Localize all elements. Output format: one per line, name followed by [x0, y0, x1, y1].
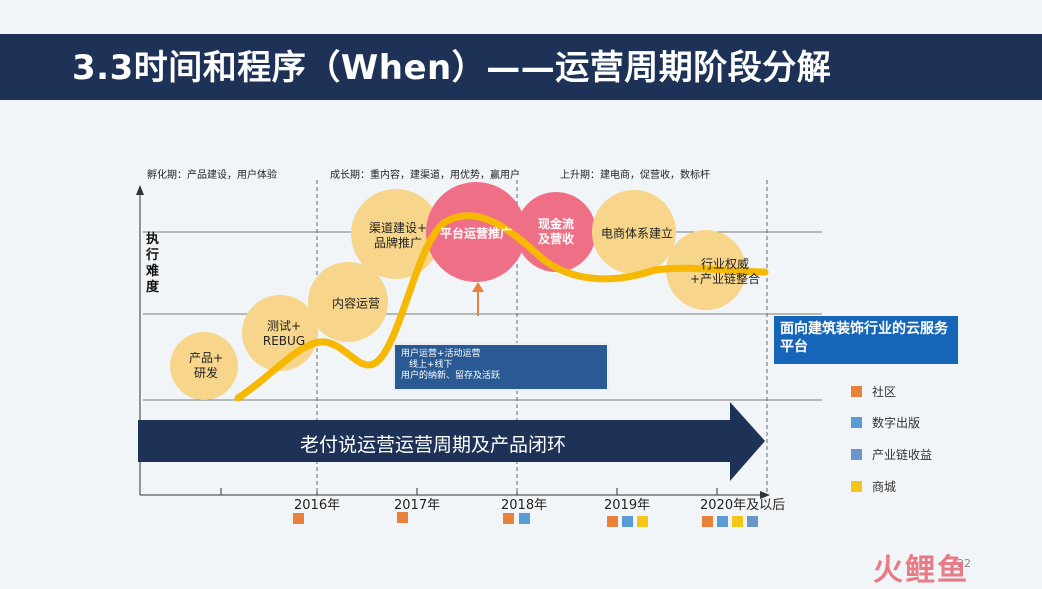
page-number: 22	[957, 557, 971, 570]
bubble-content-ops-label: 内容运营	[331, 296, 381, 311]
marker-2019-publishing	[622, 516, 633, 527]
page-title: 3.3时间和程序（When）——运营周期阶段分解	[72, 48, 832, 88]
bubble-platform-promo-label: 平台运营推广	[439, 226, 513, 241]
legend-swatch	[851, 449, 862, 460]
cycle-banner-text: 老付说运营运营周期及产品闭环	[300, 434, 567, 456]
marker-2020-community	[702, 516, 713, 527]
bubble-content-ops	[308, 262, 388, 342]
legend-swatch	[851, 386, 862, 397]
marker-2018-community	[503, 513, 514, 524]
year-2020-onward: 2020年及以后	[700, 498, 786, 513]
y-axis-arrow	[136, 185, 144, 195]
bubble-ecommerce	[592, 190, 676, 274]
marker-2018-publishing	[519, 513, 530, 524]
marker-2016-community	[293, 513, 304, 524]
bubble-cashflow-label: 现金流 及营收	[537, 217, 575, 246]
growth-curve	[234, 212, 769, 402]
legend-swatch	[851, 417, 862, 428]
marker-2020-publishing	[717, 516, 728, 527]
legend-item-community: 社区	[851, 383, 896, 400]
cloud-platform-box: 面向建筑装饰行业的云服务平台	[774, 316, 958, 364]
brand-logo: 火鲤鱼	[873, 553, 969, 588]
bubble-ecommerce-label: 电商体系建立	[600, 226, 674, 241]
bubble-channel-brand	[351, 189, 441, 279]
legend-item-digital-publishing: 数字出版	[851, 414, 920, 431]
legend-item-industry-revenue: 产业链收益	[851, 446, 932, 463]
year-2016: 2016年	[294, 498, 341, 513]
cycle-banner-arrow	[138, 402, 765, 481]
marker-2019-mall	[637, 516, 648, 527]
user-ops-callout: 用户运营+活动运营 线上+线下 用户的纳新、留存及活跃	[393, 343, 609, 391]
legend-swatch	[851, 481, 862, 492]
year-2019: 2019年	[604, 498, 651, 513]
up-arrow-head	[472, 282, 484, 292]
phase-growth-label: 成长期：重内容，建渠道，用优势，赢用户	[330, 170, 520, 181]
bubble-testing-label: 测试+ REBUG	[262, 319, 306, 348]
y-axis-label: 执行难度	[146, 232, 160, 295]
year-2017: 2017年	[394, 498, 441, 513]
bubble-platform-promo	[426, 182, 526, 282]
bubble-industry-authority-label: 行业权威 +产业链整合	[689, 257, 761, 286]
title-bar	[0, 34, 1042, 100]
year-2018: 2018年	[501, 498, 548, 513]
phase-incubation-label: 孵化期：产品建设，用户体验	[147, 170, 277, 181]
bubble-channel-brand-label: 渠道建设+ 品牌推广	[368, 221, 428, 250]
marker-2020-industry	[747, 516, 758, 527]
x-axis-arrow	[760, 491, 770, 499]
marker-2020-mall	[732, 516, 743, 527]
bubble-product-rd	[170, 332, 238, 400]
phase-rise-label: 上升期：建电商，促营收，数标杆	[560, 170, 710, 181]
marker-2017-community	[397, 512, 408, 523]
marker-2019-community	[607, 516, 618, 527]
legend-item-mall: 商城	[851, 478, 896, 495]
bubble-product-rd-label: 产品+ 研发	[188, 351, 224, 380]
